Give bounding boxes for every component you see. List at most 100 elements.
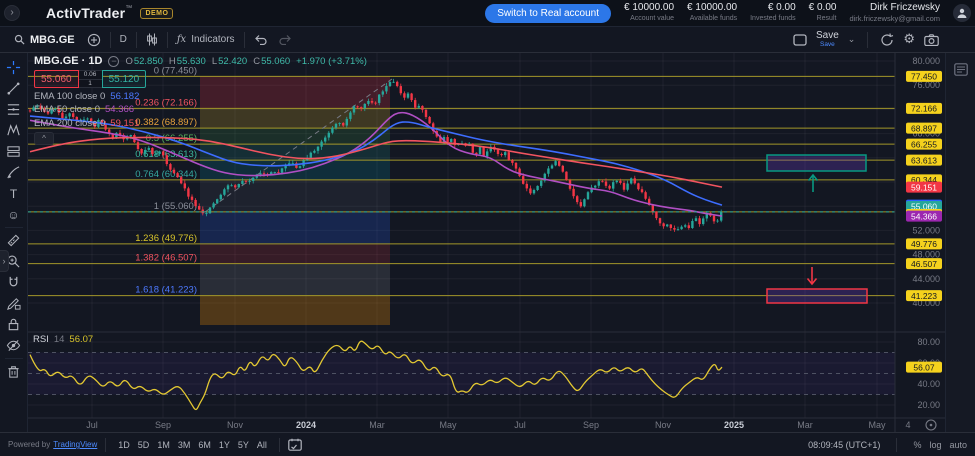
hide-drawings-tool[interactable] <box>3 335 25 356</box>
svg-text:44.000: 44.000 <box>912 274 940 284</box>
ema-100-legend[interactable]: EMA 100 close 0 56.182 <box>34 90 140 102</box>
ema-ema-50-line <box>29 111 723 217</box>
range-5d[interactable]: 5D <box>137 439 150 450</box>
price-axis[interactable]: 80.00076.00068.00052.00048.00044.00040.0… <box>906 56 942 410</box>
ema-200-legend[interactable]: EMA 200 close 0 59.151 <box>34 117 140 129</box>
svg-text:Nov: Nov <box>655 420 672 430</box>
symbol-search[interactable]: MBG.GE <box>8 30 81 50</box>
svg-text:56.07: 56.07 <box>913 362 935 372</box>
minimize-legend-button[interactable]: − <box>108 55 120 67</box>
range-5y[interactable]: 5Y <box>237 439 249 450</box>
scroll-to-realtime-icon[interactable] <box>925 419 937 431</box>
chevron-down-icon[interactable]: ⌄ <box>847 34 856 44</box>
time-axis[interactable]: Jul Sep Nov 2024 Mar May Jul Sep Nov 2025 Mar May 4 <box>86 420 910 430</box>
switch-to-real-account-button[interactable]: Switch to Real account <box>485 3 611 23</box>
powered-by-label: Powered by <box>8 440 51 449</box>
ohlc-values: O52.850 H55.630 L52.420 C55.060 <box>125 55 291 67</box>
crosshair-tool[interactable] <box>3 57 25 78</box>
replay-icon[interactable] <box>880 32 894 47</box>
stat-result: € 0.00 Result <box>808 1 837 22</box>
trend-line-icon <box>7 82 20 95</box>
xabcd-pattern-tool[interactable] <box>3 120 25 141</box>
percent-scale-toggle[interactable]: % <box>913 439 922 450</box>
svg-text:20.00: 20.00 <box>917 400 940 410</box>
rsi-legend[interactable]: RSI 14 56.07 <box>33 334 94 345</box>
interval-selector[interactable]: D <box>119 34 127 45</box>
trademark-symbol: ™ <box>125 5 133 12</box>
symbol-title[interactable]: MBG.GE · 1D <box>34 55 103 67</box>
tradingview-link[interactable]: TradingView <box>53 440 98 449</box>
svg-text:55.060: 55.060 <box>911 202 937 212</box>
measure-tool[interactable] <box>3 230 25 251</box>
expand-menu-button[interactable]: › <box>4 5 20 21</box>
ema-ema-200-line <box>29 136 723 188</box>
auto-scale-toggle[interactable]: auto <box>949 439 967 450</box>
collapse-drawing-toolbar[interactable]: › <box>0 250 9 272</box>
drawing-mode-tool[interactable] <box>3 293 25 314</box>
bottombar-separator <box>105 437 107 452</box>
range-1m[interactable]: 1M <box>157 439 170 450</box>
clock-label[interactable]: 08:09:45 (UTC+1) <box>808 439 881 450</box>
long-target-box[interactable] <box>766 154 867 172</box>
redo-icon <box>279 35 291 45</box>
spread-indicator: 0.06 1 <box>78 70 102 88</box>
svg-text:2025: 2025 <box>724 420 744 430</box>
svg-text:46.507: 46.507 <box>911 259 937 269</box>
svg-text:1 (55.060): 1 (55.060) <box>154 201 197 212</box>
panel-separators <box>28 53 945 432</box>
svg-text:66.255: 66.255 <box>911 139 937 149</box>
svg-text:59.151: 59.151 <box>911 182 937 192</box>
down-arrow <box>806 267 818 286</box>
chevron-right-icon: › <box>2 256 6 266</box>
svg-text:77.450: 77.450 <box>911 72 937 82</box>
range-6m[interactable]: 6M <box>198 439 211 450</box>
buy-ask-button[interactable]: 55.120 <box>101 70 147 88</box>
news-button[interactable] <box>953 63 968 76</box>
avatar[interactable] <box>953 4 971 22</box>
lock-all-tool[interactable] <box>3 314 25 335</box>
svg-text:Sep: Sep <box>583 420 599 430</box>
gear-icon[interactable]: ⚙ <box>903 32 915 47</box>
compare-add-symbol-button[interactable] <box>81 30 107 50</box>
layout-icon[interactable] <box>793 33 807 46</box>
indicators-button[interactable]: ƒx Indicators <box>176 34 235 45</box>
chart-type-button[interactable] <box>140 30 164 50</box>
svg-text:0.764 (60.344): 0.764 (60.344) <box>135 169 197 180</box>
prediction-tool[interactable] <box>3 141 25 162</box>
emoji-tool[interactable]: ☺ <box>7 207 20 222</box>
camera-icon[interactable] <box>924 33 939 46</box>
rsi-band <box>28 352 895 395</box>
right-sidebar <box>945 27 975 432</box>
remove-drawings-tool[interactable] <box>3 361 25 382</box>
trend-line-tool[interactable] <box>3 78 25 99</box>
range-all[interactable]: All <box>256 439 267 450</box>
collapse-indicators-button[interactable]: ^ <box>34 131 54 145</box>
svg-text:4: 4 <box>905 420 910 430</box>
svg-text:Mar: Mar <box>369 420 385 430</box>
magnet-tool[interactable] <box>3 272 25 293</box>
toolbar-separator <box>109 31 111 48</box>
calendar-icon[interactable] <box>288 438 302 451</box>
svg-text:80.00: 80.00 <box>917 337 940 347</box>
save-layout-button[interactable]: Save Save <box>816 29 839 48</box>
sell-bid-button[interactable]: 55.060 <box>34 70 79 88</box>
short-target-box[interactable] <box>766 288 868 304</box>
text-tool[interactable]: T <box>9 186 18 201</box>
range-3m[interactable]: 3M <box>177 439 191 450</box>
demo-badge: DEMO <box>140 7 174 19</box>
range-1y[interactable]: 1Y <box>218 439 230 450</box>
brush-tool[interactable] <box>3 162 25 183</box>
stat-invested-funds: € 0.00 Invested funds <box>750 1 796 22</box>
redo-button[interactable] <box>273 30 298 50</box>
trash-icon <box>8 366 19 378</box>
range-1d[interactable]: 1D <box>118 439 130 450</box>
bottombar-separator <box>896 437 898 452</box>
bid-ask-widget: 55.060 0.06 1 55.120 <box>34 70 367 88</box>
ema-50-legend[interactable]: EMA 50 close 0 54.366 <box>34 104 135 115</box>
svg-text:2024: 2024 <box>296 420 316 430</box>
fib-retracement-tool[interactable] <box>3 99 25 120</box>
undo-button[interactable] <box>248 30 273 50</box>
log-scale-toggle[interactable]: log <box>929 439 942 450</box>
